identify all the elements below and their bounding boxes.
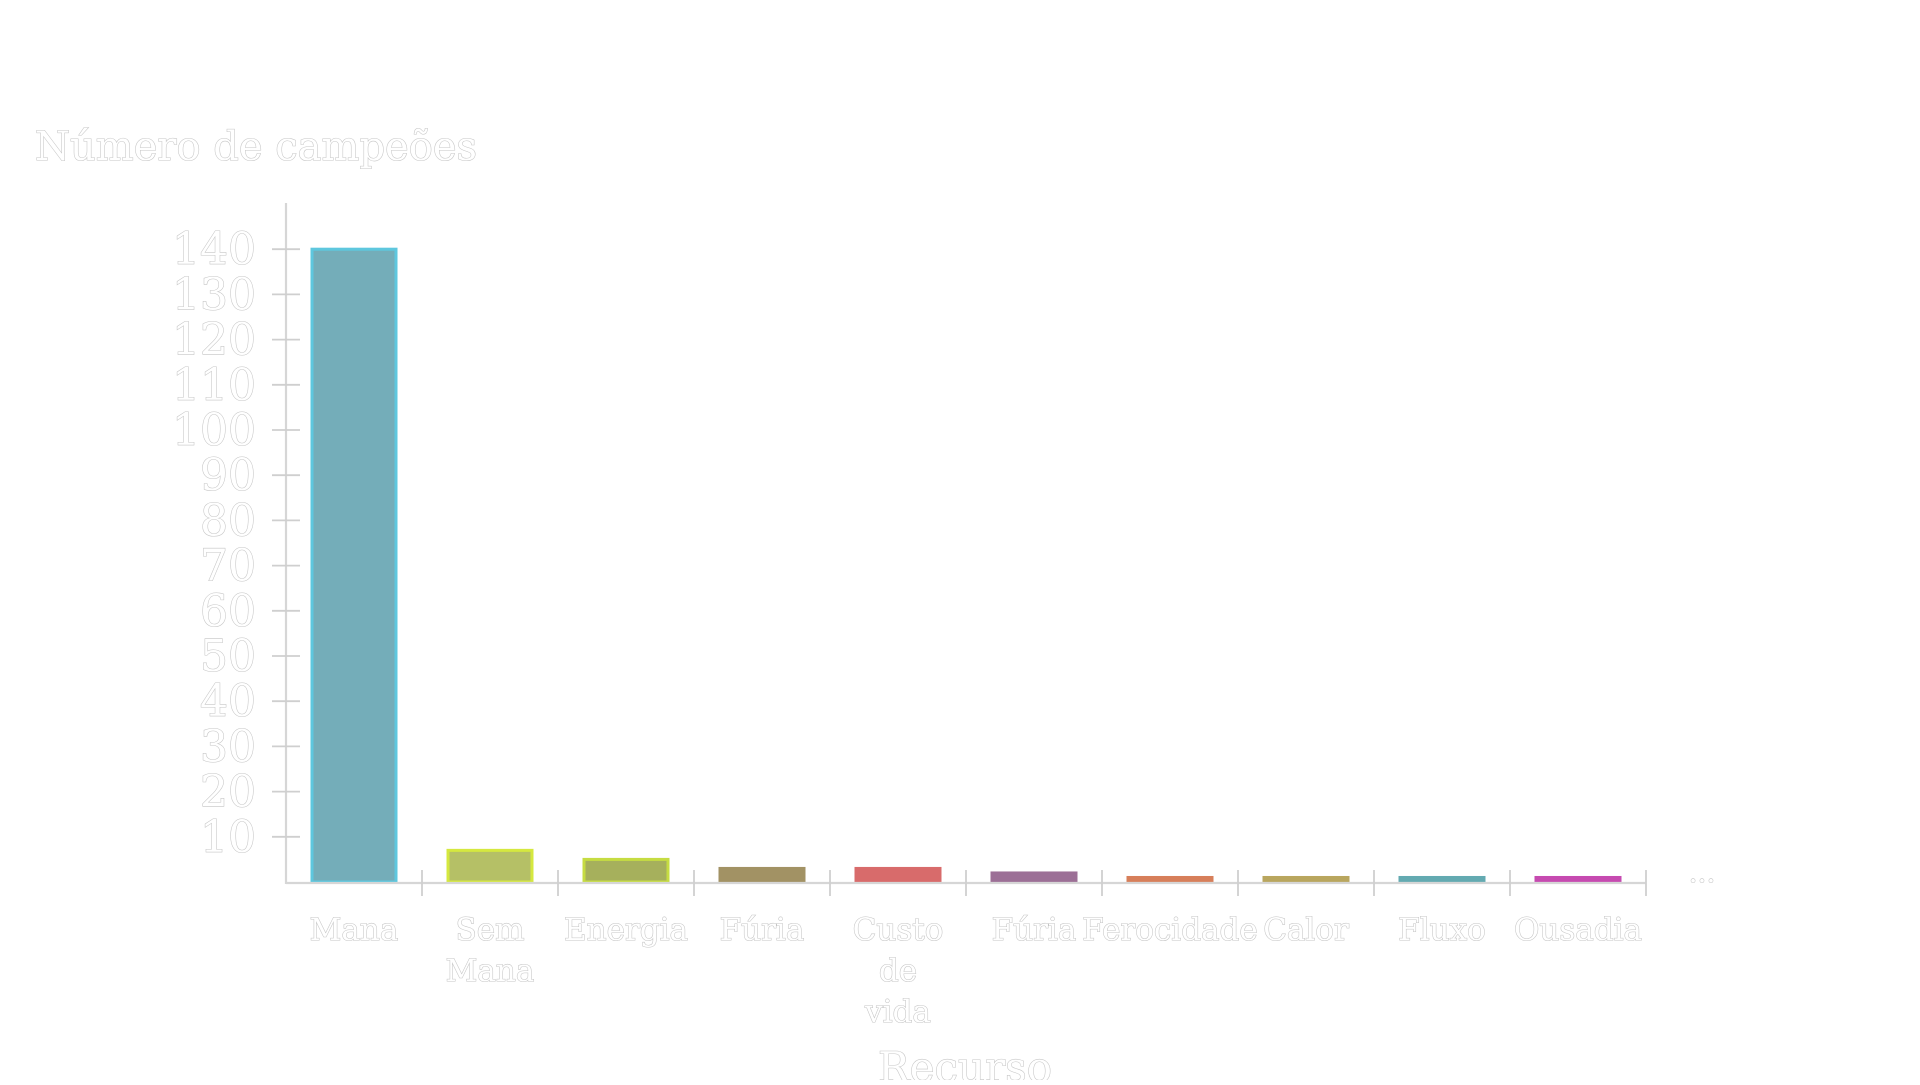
x-tick-label: Fluxo <box>1398 912 1486 948</box>
x-tick-label: Custo <box>853 912 944 948</box>
y-tick-label: 10 <box>200 812 256 863</box>
y-tick-label: 60 <box>200 586 256 637</box>
x-tick-label: Ferocidade <box>1082 912 1257 948</box>
x-tick-label: Ousadia <box>1514 912 1642 948</box>
x-tick-label: Mana <box>446 953 535 989</box>
x-tick-label: de <box>879 953 917 989</box>
bar <box>446 848 534 884</box>
bar <box>1126 875 1214 884</box>
x-tick-label: vida <box>864 994 931 1030</box>
y-axis-title: Número de campeões <box>35 124 477 170</box>
bar <box>1534 875 1622 884</box>
bar <box>1262 875 1350 884</box>
y-tick-label: 80 <box>200 495 256 546</box>
y-tick-label: 90 <box>200 450 256 501</box>
y-tick-label: 130 <box>172 269 256 320</box>
overflow-marker: ... <box>1689 856 1716 889</box>
y-tick-label: 70 <box>200 541 256 592</box>
x-axis-title: Recurso <box>878 1043 1052 1080</box>
bar <box>854 866 942 884</box>
x-tick-label: Energia <box>564 912 688 948</box>
x-tick-label: Mana <box>310 912 399 948</box>
y-tick-label: 100 <box>172 405 256 456</box>
bar <box>1398 875 1486 884</box>
y-tick-label: 50 <box>200 631 256 682</box>
bar <box>310 247 398 884</box>
x-tick-label: Sem <box>456 912 525 948</box>
x-tick-label: Calor <box>1263 912 1349 948</box>
bars-layer <box>310 247 1622 884</box>
bar <box>990 871 1078 884</box>
bar <box>582 857 670 884</box>
y-tick-label: 30 <box>200 721 256 772</box>
y-tick-label: 120 <box>172 315 256 366</box>
y-tick-label: 110 <box>172 360 256 411</box>
y-tick-label: 40 <box>200 676 256 727</box>
x-tick-label: Fúria <box>720 912 805 948</box>
axes-layer <box>272 203 1647 896</box>
x-tick-label: Fúria <box>992 912 1077 948</box>
y-tick-label: 140 <box>172 224 256 275</box>
y-tick-label: 20 <box>200 767 256 818</box>
bar <box>718 866 806 884</box>
